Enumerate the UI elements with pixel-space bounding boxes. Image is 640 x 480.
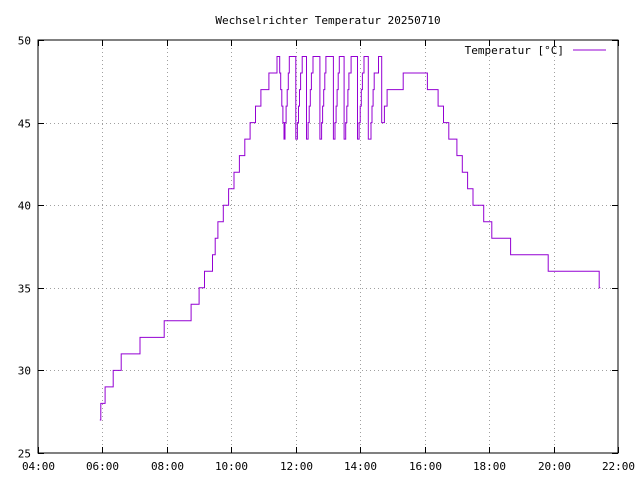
x-tick-label: 10:00 [215,460,248,473]
y-tick-label: 35 [18,283,31,296]
y-tick-label: 30 [18,365,31,378]
x-tick-label: 22:00 [602,460,635,473]
x-tick-label: 16:00 [409,460,442,473]
x-tick-label: 04:00 [22,460,55,473]
plot-border [37,39,619,454]
x-tick-label: 14:00 [344,460,377,473]
y-tick-label: 25 [18,448,31,461]
x-tick-label: 20:00 [538,460,571,473]
grid-lines [38,40,618,453]
x-tick-labels: 04:00 06:00 08:00 10:00 12:00 14:00 16:00 18:00… [22,460,635,473]
chart-title: Wechselrichter Temperatur 20250710 [215,14,440,27]
series-layer [99,56,601,421]
y-tick-label: 45 [18,118,31,131]
x-tick-label: 08:00 [151,460,184,473]
series-line [99,56,601,421]
y-tick-label: 40 [18,200,31,213]
y-tick-label: 50 [18,35,31,48]
x-tick-label: 18:00 [473,460,506,473]
y-tick-labels: 25 30 35 40 45 50 [18,35,31,461]
x-tick-label: 12:00 [280,460,313,473]
legend-label: Temperatur [°C] [465,44,564,57]
x-tick-label: 06:00 [86,460,119,473]
legend: Temperatur [°C] [465,44,606,57]
